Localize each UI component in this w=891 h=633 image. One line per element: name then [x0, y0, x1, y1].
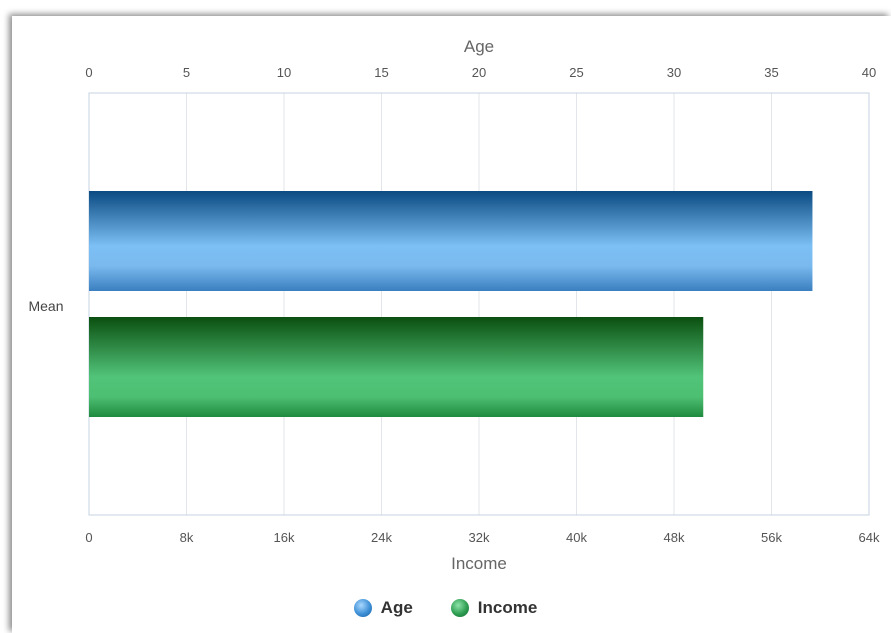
top-axis-tick-label: 40: [862, 65, 876, 80]
legend-label-age: Age: [380, 598, 413, 617]
bottom-axis-tick-label: 24k: [371, 530, 392, 545]
bottom-axis-tick-label: 32k: [469, 530, 490, 545]
bottom-axis-tick-label: 64k: [859, 530, 880, 545]
legend-label-income: Income: [477, 598, 538, 617]
top-axis-tick-label: 20: [472, 65, 486, 80]
bottom-axis-tick-label: 0: [85, 530, 92, 545]
bar-chart: 0 5 10 15 20 25 30 35 40 Age 0 8k 16k 24k 32k 40k 48k 56k…: [28, 37, 880, 573]
top-axis-tick-label: 10: [277, 65, 291, 80]
top-axis-tick-label: 30: [667, 65, 681, 80]
income-series-icon: [450, 599, 469, 617]
bottom-axis-tick-label: 16k: [274, 530, 295, 545]
bottom-axis-title: Income: [451, 554, 507, 573]
plot-border: [88, 92, 870, 516]
legend-item-income[interactable]: Income: [450, 598, 538, 618]
top-axis-title: Age: [464, 37, 494, 56]
bar-income-mean: [89, 317, 704, 417]
top-axis-tick-label: 0: [85, 65, 92, 80]
bottom-axis-tick-label: 8k: [180, 530, 194, 545]
top-axis-tick-label: 15: [374, 65, 388, 80]
legend-item-age[interactable]: Age: [353, 598, 413, 618]
top-axis-tick-label: 35: [764, 65, 778, 80]
bottom-axis-tick-label: 48k: [664, 530, 685, 545]
top-axis-tick-label: 5: [183, 65, 190, 80]
bottom-axis-tick-label: 40k: [566, 530, 587, 545]
bottom-axis-tick-label: 56k: [761, 530, 782, 545]
age-series-icon: [353, 599, 372, 617]
top-axis-tick-label: 25: [569, 65, 583, 80]
bar-age-mean: [89, 191, 813, 291]
category-label: Mean: [28, 298, 63, 314]
chart-legend: Age Income: [0, 598, 891, 618]
